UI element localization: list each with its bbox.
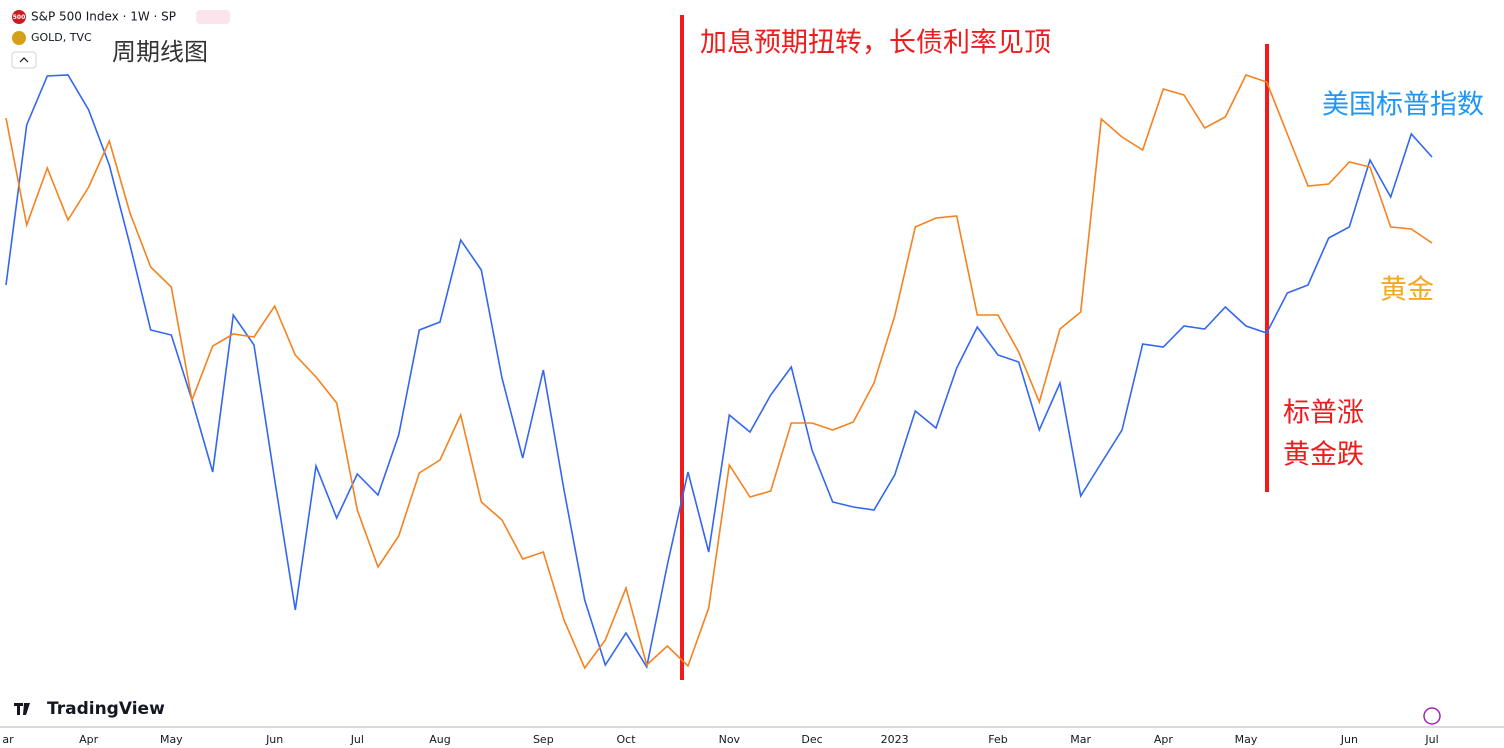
annotation: 黄金: [1380, 275, 1434, 306]
annotation: 美国标普指数: [1322, 90, 1484, 121]
replay-icon[interactable]: [1423, 707, 1441, 725]
gold-badge: [12, 31, 26, 45]
x-tick-label: Feb: [988, 733, 1007, 746]
x-tick-label: Jul: [1424, 733, 1438, 746]
legend-label: S&P 500 Index · 1W · SP: [31, 10, 176, 24]
x-tick-label: May: [160, 733, 183, 746]
watermark: TradingView: [47, 699, 165, 719]
x-tick-label: Aug: [429, 733, 450, 746]
legend-label: GOLD, TVC: [31, 31, 92, 44]
sp-badge-text: 500: [13, 14, 26, 21]
x-tick-label: Apr: [1154, 733, 1174, 746]
logo-icon: [14, 703, 30, 715]
x-tick-label: Sep: [533, 733, 554, 746]
x-tick-label: Jun: [265, 733, 283, 746]
legend-buttons[interactable]: [196, 10, 230, 24]
annotation: 黄金跌: [1283, 440, 1364, 471]
x-tick-label: Nov: [719, 733, 741, 746]
x-tick-label: Mar: [1070, 733, 1091, 746]
collapse-icon: [19, 57, 29, 63]
sp-badge: [12, 10, 26, 24]
x-tick-label: 2023: [881, 733, 909, 746]
x-tick-label: Dec: [801, 733, 822, 746]
x-tick-label: Jun: [1340, 733, 1358, 746]
x-tick-label: ar: [2, 733, 14, 746]
annotation: 加息预期扭转，长债利率见顶: [700, 28, 1051, 59]
x-tick-label: Apr: [79, 733, 99, 746]
x-tick-label: Jul: [350, 733, 364, 746]
x-tick-label: Oct: [616, 733, 636, 746]
series-line: [5, 74, 1433, 670]
collapse-button[interactable]: [11, 51, 37, 69]
annotation: 标普涨: [1283, 398, 1364, 429]
x-tick-label: May: [1235, 733, 1258, 746]
series-line: [5, 74, 1433, 670]
chart-title: 周期线图: [112, 38, 208, 66]
